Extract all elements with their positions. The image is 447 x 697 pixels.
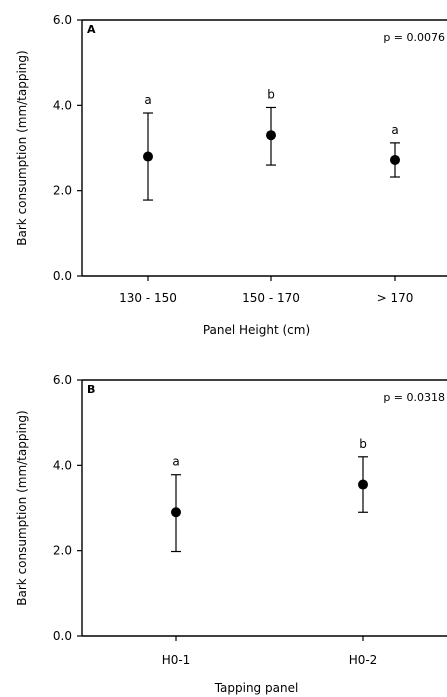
data-point [266, 130, 276, 141]
x-axis-title: Tapping panel [214, 681, 299, 695]
y-tick-label: 4.0 [53, 458, 72, 472]
x-tick-label: H0-1 [162, 653, 191, 667]
y-tick-label: 2.0 [53, 544, 72, 558]
panel-b-chart: 0.0 2.0 4.0 6.0 H0-1 H0-2 a b Bp = 0.0318 Tapping… [15, 373, 447, 695]
significance-letter: a [172, 455, 179, 469]
data-point [171, 507, 181, 518]
data-point [143, 151, 153, 162]
data-point [390, 154, 400, 165]
significance-letter: b [267, 87, 275, 101]
panel-label: B [87, 383, 95, 396]
panel-label: A [87, 23, 96, 36]
significance-letter: a [391, 123, 398, 137]
data-point [358, 479, 368, 490]
x-tick-label: > 170 [377, 291, 414, 305]
x-tick-label: 130 - 150 [119, 291, 177, 305]
significance-letter: a [144, 93, 151, 107]
y-axis-title: Bark consumption (mm/tapping) [15, 50, 29, 245]
x-tick-label: 150 - 170 [242, 291, 300, 305]
y-axis-title: Bark consumption (mm/tapping) [15, 410, 29, 605]
y-tick-label: 2.0 [53, 184, 72, 198]
y-tick-label: 4.0 [53, 98, 72, 112]
y-tick-label: 6.0 [53, 13, 72, 27]
x-axis-title: Panel Height (cm) [203, 323, 310, 337]
y-tick-label: 0.0 [53, 269, 72, 283]
y-tick-label: 0.0 [53, 629, 72, 643]
y-tick-label: 6.0 [53, 373, 72, 387]
p-value-label: p = 0.0076 [383, 31, 445, 44]
significance-letter: b [359, 437, 367, 451]
p-value-label: p = 0.0318 [383, 391, 445, 404]
panel-a-chart: 0.0 2.0 4.0 6.0 130 - 150 150 - 170 > 170 a b a Ap… [15, 13, 447, 337]
x-tick-label: H0-2 [349, 653, 378, 667]
